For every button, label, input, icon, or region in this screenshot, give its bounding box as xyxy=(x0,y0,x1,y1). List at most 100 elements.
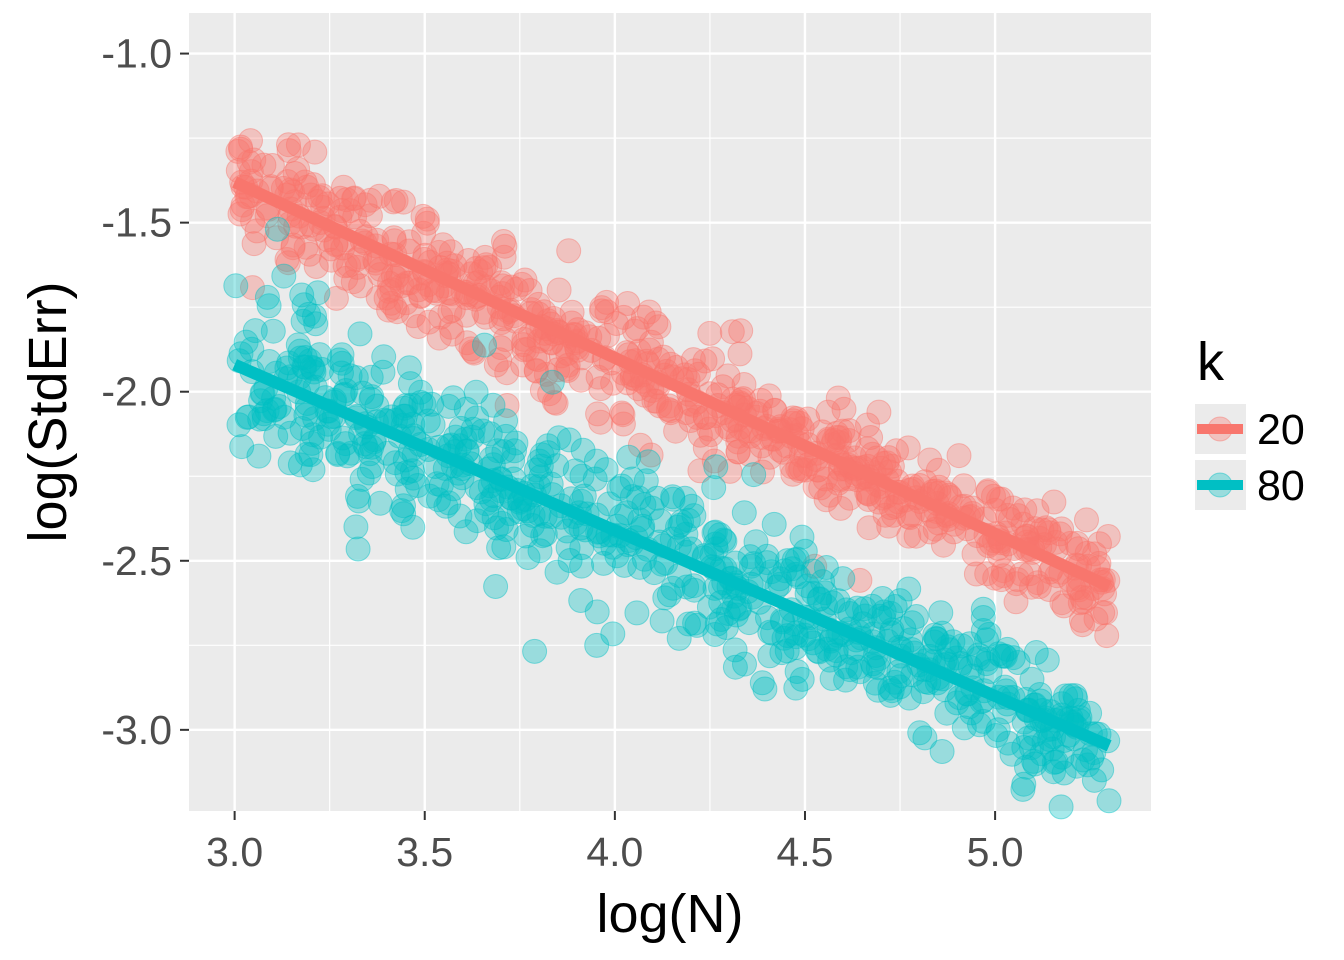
data-point xyxy=(277,450,303,476)
data-point xyxy=(426,487,451,513)
data-point xyxy=(485,438,511,464)
data-point xyxy=(555,358,581,383)
data-point xyxy=(382,450,408,476)
data-point xyxy=(223,273,249,299)
data-point xyxy=(1083,606,1109,632)
data-point xyxy=(619,484,645,510)
data-point xyxy=(327,185,353,211)
data-point xyxy=(836,428,862,453)
data-point xyxy=(415,408,441,434)
data-point xyxy=(615,291,641,316)
data-point xyxy=(439,321,465,347)
data-point xyxy=(951,715,977,741)
data-point xyxy=(309,183,335,209)
data-point xyxy=(329,360,354,386)
data-point xyxy=(254,203,280,229)
data-point xyxy=(1041,759,1066,785)
data-point xyxy=(436,490,462,516)
data-point xyxy=(685,361,711,387)
data-point xyxy=(1041,489,1067,515)
data-point xyxy=(331,174,356,200)
data-point xyxy=(855,412,880,438)
data-point xyxy=(636,299,662,325)
data-point xyxy=(1034,647,1060,673)
data-point xyxy=(329,198,355,224)
data-point xyxy=(825,588,851,614)
data-point xyxy=(458,336,484,362)
data-point xyxy=(584,599,610,625)
data-point xyxy=(917,519,943,545)
data-point xyxy=(912,469,938,495)
data-point xyxy=(828,495,854,521)
data-point xyxy=(758,559,784,585)
data-point xyxy=(737,544,763,570)
data-point xyxy=(1015,725,1041,751)
data-point xyxy=(867,603,893,629)
data-point xyxy=(708,607,734,632)
data-point xyxy=(1039,736,1065,762)
data-point xyxy=(569,535,595,561)
data-point xyxy=(414,206,440,232)
data-point xyxy=(410,203,436,229)
y-tick-label: -2.0 xyxy=(101,369,172,415)
data-point xyxy=(438,239,464,265)
data-point xyxy=(907,720,933,746)
data-point xyxy=(244,218,270,244)
data-point xyxy=(701,520,727,546)
data-point xyxy=(855,436,880,462)
data-point xyxy=(548,343,574,369)
data-point xyxy=(440,297,466,323)
data-point xyxy=(477,421,503,447)
data-point xyxy=(757,444,783,470)
data-point xyxy=(1082,541,1108,567)
data-point xyxy=(452,426,478,452)
data-point xyxy=(428,304,454,330)
data-point xyxy=(294,441,320,467)
data-point xyxy=(717,458,743,484)
data-point xyxy=(700,346,726,372)
data-point xyxy=(641,560,667,586)
data-point xyxy=(568,588,594,613)
data-point xyxy=(1041,749,1067,775)
data-point xyxy=(408,283,434,309)
data-point xyxy=(539,369,565,395)
data-point xyxy=(384,299,410,325)
data-point xyxy=(810,569,836,595)
data-point xyxy=(448,415,474,441)
data-point xyxy=(658,398,684,424)
data-point xyxy=(490,273,516,299)
data-point xyxy=(332,253,358,279)
legend-label-80: 80 xyxy=(1257,462,1305,510)
data-point xyxy=(922,622,948,648)
data-point xyxy=(302,303,327,329)
data-point xyxy=(491,439,517,465)
data-point xyxy=(667,512,693,538)
data-point xyxy=(796,626,822,652)
data-point xyxy=(755,605,780,631)
data-point xyxy=(585,364,611,390)
data-point xyxy=(896,685,922,711)
data-point xyxy=(383,188,409,213)
data-point xyxy=(725,423,751,449)
data-point xyxy=(1047,521,1073,547)
data-point xyxy=(293,402,319,428)
legend-title: k xyxy=(1197,332,1225,392)
data-point xyxy=(703,531,729,557)
data-point xyxy=(345,536,371,562)
data-point xyxy=(262,396,288,422)
data-point xyxy=(453,396,479,422)
data-point xyxy=(391,403,416,429)
data-point xyxy=(396,355,422,381)
data-point xyxy=(544,559,570,585)
data-point xyxy=(789,666,815,692)
data-point xyxy=(460,339,486,365)
data-point xyxy=(701,475,727,501)
data-point xyxy=(665,514,690,540)
data-point xyxy=(774,638,800,664)
data-point xyxy=(680,347,706,373)
data-point xyxy=(879,453,905,479)
data-point xyxy=(276,350,302,376)
data-point xyxy=(600,370,626,396)
data-point xyxy=(1023,640,1049,665)
data-point xyxy=(326,347,352,373)
